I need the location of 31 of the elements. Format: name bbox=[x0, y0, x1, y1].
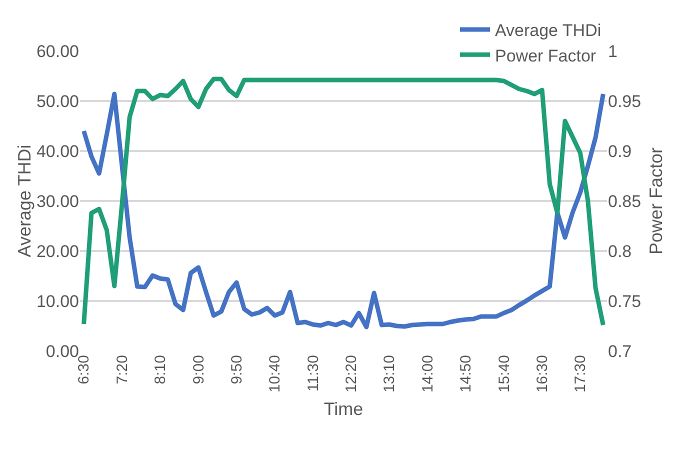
x-tick-label: 14:00 bbox=[419, 355, 436, 393]
y2-axis-title: Power Factor bbox=[646, 147, 666, 255]
legend-label: Power Factor bbox=[495, 46, 596, 66]
y2-tick-label: 1 bbox=[608, 42, 618, 61]
y-tick-label: 20.00 bbox=[36, 242, 79, 261]
y2-tick-label: 0.85 bbox=[608, 192, 642, 211]
y2-tick-label: 0.75 bbox=[608, 292, 642, 311]
x-tick-label: 9:50 bbox=[228, 355, 246, 384]
y-tick-label: 40.00 bbox=[36, 142, 79, 161]
y2-tick-label: 0.8 bbox=[608, 242, 632, 261]
y2-tick-label: 0.9 bbox=[608, 142, 632, 161]
x-tick-label: 14:50 bbox=[458, 355, 475, 393]
x-tick-label: 15:40 bbox=[496, 355, 513, 393]
x-axis-title: Time bbox=[324, 399, 364, 419]
x-tick-label: 13:10 bbox=[381, 355, 398, 393]
y2-tick-label: 0.95 bbox=[608, 92, 642, 111]
x-tick-label: 11:30 bbox=[304, 355, 322, 392]
x-tick-label: 7:20 bbox=[114, 355, 131, 384]
x-tick-label: 8:10 bbox=[152, 355, 170, 384]
y-tick-label: 50.00 bbox=[36, 92, 79, 111]
x-tick-label: 10:40 bbox=[266, 355, 284, 393]
y-axis-title: Average THDi bbox=[14, 144, 34, 258]
x-tick-label: 17:30 bbox=[572, 355, 590, 393]
x-tick-label: 16:30 bbox=[534, 355, 551, 393]
y-tick-label: 30.00 bbox=[36, 192, 79, 211]
legend-label: Average THDi bbox=[495, 21, 602, 40]
x-tick-label: 12:20 bbox=[343, 355, 360, 393]
x-tick-label: 9:00 bbox=[190, 355, 208, 384]
y-tick-label: 60.00 bbox=[36, 42, 79, 61]
y2-tick-label: 0.7 bbox=[608, 342, 632, 361]
y-tick-label: 10.00 bbox=[36, 292, 79, 311]
